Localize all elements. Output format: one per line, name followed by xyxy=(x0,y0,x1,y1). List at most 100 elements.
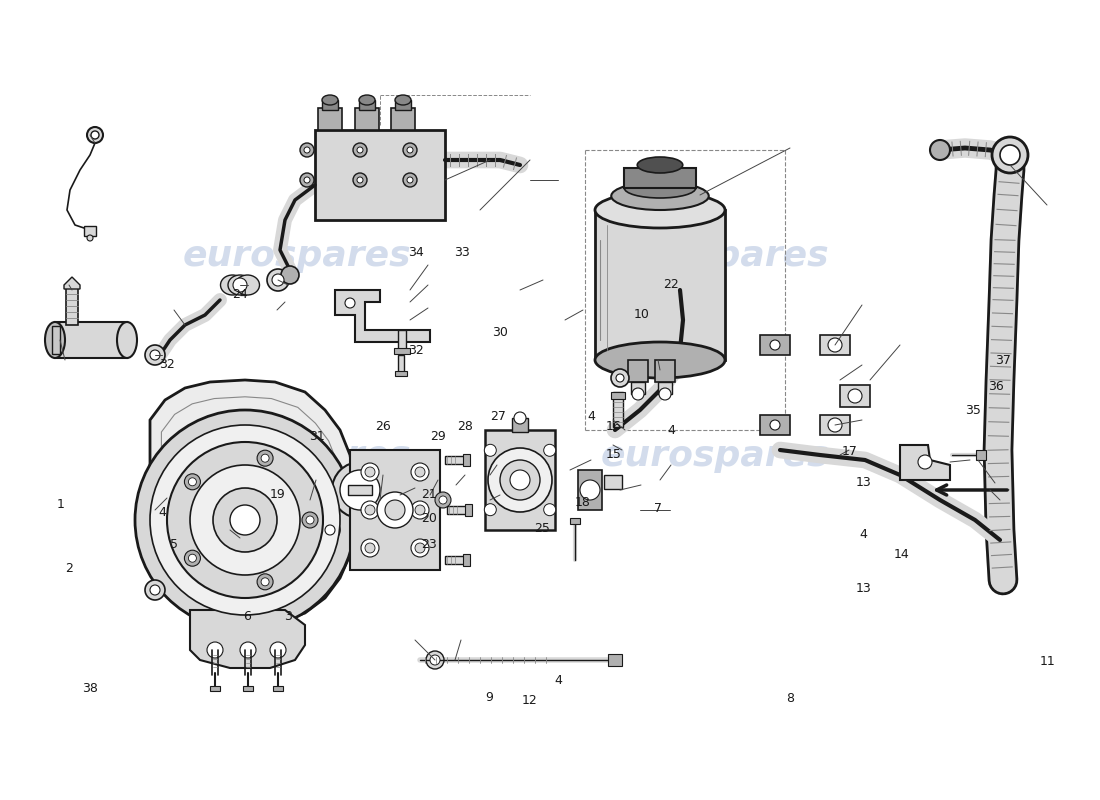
Circle shape xyxy=(632,388,644,400)
Bar xyxy=(350,450,440,570)
Text: 14: 14 xyxy=(894,548,910,561)
Circle shape xyxy=(543,444,556,456)
Text: 9: 9 xyxy=(485,691,494,704)
Circle shape xyxy=(407,147,412,153)
Bar xyxy=(840,385,870,407)
Bar xyxy=(84,226,96,236)
Circle shape xyxy=(188,554,197,562)
Bar xyxy=(578,470,602,510)
Text: 21: 21 xyxy=(421,488,437,501)
Circle shape xyxy=(361,539,379,557)
Circle shape xyxy=(272,274,284,286)
Circle shape xyxy=(91,131,99,139)
Text: 4: 4 xyxy=(587,410,596,422)
Text: eurospares: eurospares xyxy=(183,239,411,273)
Text: 37: 37 xyxy=(996,354,1011,366)
Circle shape xyxy=(233,278,248,292)
Text: 12: 12 xyxy=(521,694,537,706)
Text: 36: 36 xyxy=(988,380,1003,393)
Circle shape xyxy=(426,651,444,669)
Bar xyxy=(66,285,78,325)
Bar xyxy=(613,392,623,427)
Polygon shape xyxy=(148,380,355,626)
Circle shape xyxy=(358,177,363,183)
Text: 32: 32 xyxy=(160,358,175,370)
Bar xyxy=(658,382,672,394)
Ellipse shape xyxy=(637,157,683,173)
Circle shape xyxy=(992,137,1028,173)
Circle shape xyxy=(403,143,417,157)
Text: 7: 7 xyxy=(653,502,662,514)
Bar xyxy=(820,335,850,355)
Bar xyxy=(608,654,622,666)
Circle shape xyxy=(185,474,200,490)
Circle shape xyxy=(145,345,165,365)
Text: 28: 28 xyxy=(458,420,473,433)
Circle shape xyxy=(280,266,299,284)
Circle shape xyxy=(828,418,842,432)
Circle shape xyxy=(484,444,496,456)
Bar xyxy=(243,686,253,691)
Circle shape xyxy=(365,505,375,515)
Text: 4: 4 xyxy=(158,506,167,518)
Text: 25: 25 xyxy=(535,522,550,534)
Circle shape xyxy=(353,143,367,157)
Polygon shape xyxy=(336,290,430,342)
Circle shape xyxy=(415,543,425,553)
Text: 16: 16 xyxy=(606,420,621,433)
Circle shape xyxy=(340,470,379,510)
Polygon shape xyxy=(64,277,80,289)
Circle shape xyxy=(361,463,379,481)
Ellipse shape xyxy=(220,275,244,295)
Circle shape xyxy=(434,492,451,508)
Circle shape xyxy=(257,450,273,466)
Text: 22: 22 xyxy=(663,278,679,290)
Ellipse shape xyxy=(612,182,708,210)
Circle shape xyxy=(332,462,388,518)
Text: 24: 24 xyxy=(232,288,248,301)
Ellipse shape xyxy=(625,178,695,198)
Circle shape xyxy=(514,412,526,424)
Text: eurospares: eurospares xyxy=(183,439,411,473)
Ellipse shape xyxy=(395,95,411,105)
Circle shape xyxy=(185,550,200,566)
Bar xyxy=(322,100,338,110)
Circle shape xyxy=(358,147,363,153)
Circle shape xyxy=(87,127,103,143)
Text: 15: 15 xyxy=(606,448,621,461)
Circle shape xyxy=(87,235,94,241)
Text: 4: 4 xyxy=(554,674,563,686)
Circle shape xyxy=(145,580,165,600)
Circle shape xyxy=(320,520,340,540)
Circle shape xyxy=(302,512,318,528)
Ellipse shape xyxy=(359,95,375,105)
Circle shape xyxy=(270,642,286,658)
Text: 6: 6 xyxy=(243,610,252,622)
Text: 10: 10 xyxy=(634,308,649,321)
Text: 4: 4 xyxy=(667,424,675,437)
Text: 1: 1 xyxy=(56,498,65,510)
Circle shape xyxy=(415,505,425,515)
Circle shape xyxy=(365,543,375,553)
Circle shape xyxy=(1000,145,1020,165)
Text: 26: 26 xyxy=(375,420,390,433)
Text: 19: 19 xyxy=(270,488,285,501)
Bar xyxy=(446,556,465,564)
Circle shape xyxy=(345,298,355,308)
Circle shape xyxy=(770,340,780,350)
Circle shape xyxy=(300,173,313,187)
Circle shape xyxy=(930,140,950,160)
Polygon shape xyxy=(900,445,950,480)
Circle shape xyxy=(580,480,600,500)
Circle shape xyxy=(430,655,440,665)
Text: 3: 3 xyxy=(284,610,293,622)
Circle shape xyxy=(770,420,780,430)
Text: 38: 38 xyxy=(82,682,98,694)
Bar xyxy=(820,415,850,435)
Bar xyxy=(463,554,470,566)
Circle shape xyxy=(488,448,552,512)
Text: 2: 2 xyxy=(65,562,74,574)
Ellipse shape xyxy=(595,192,725,228)
Text: 30: 30 xyxy=(493,326,508,338)
Circle shape xyxy=(207,642,223,658)
